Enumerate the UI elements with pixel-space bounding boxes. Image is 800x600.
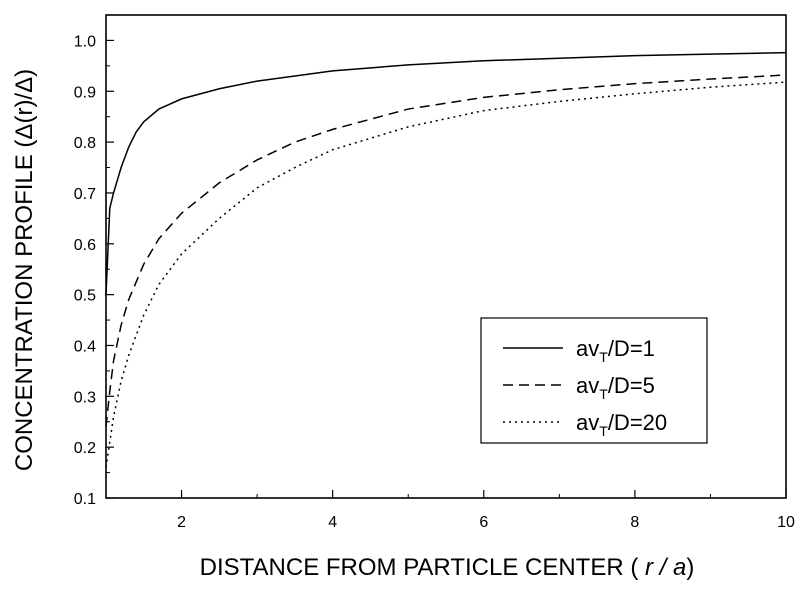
y-tick-label: 0.7 — [74, 186, 96, 203]
x-tick-label: 4 — [328, 514, 337, 531]
x-axis-label-main: DISTANCE FROM PARTICLE CENTER ( — [200, 554, 645, 581]
x-tick-label: 6 — [479, 514, 488, 531]
y-tick-label: 0.9 — [74, 84, 96, 101]
x-tick-label: 8 — [630, 514, 639, 531]
y-tick-label: 0.6 — [74, 237, 96, 254]
legend-box — [480, 317, 708, 444]
legend-label-3: avT/D=20 — [576, 410, 667, 439]
legend-label-1: avT/D=1 — [576, 336, 655, 365]
axis-ticks: 2 4 6 8 10 0.1 0.2 0.3 0.4 0.5 0.6 0.7 0.8 0.9 1.0 — [74, 33, 795, 531]
legend: avT/D=1 avT/D=5 avT/D=20 — [480, 317, 708, 444]
series-line-2 — [105, 74, 787, 427]
series-line-1 — [105, 51, 787, 295]
x-tick-label: 2 — [177, 514, 186, 531]
y-tick-label: 0.2 — [74, 440, 96, 457]
y-tick-label: 0.4 — [74, 338, 96, 355]
series-layer — [105, 51, 787, 468]
y-tick-label: 0.8 — [74, 135, 96, 152]
x-axis-label: DISTANCE FROM PARTICLE CENTER ( r / a) — [200, 554, 695, 581]
x-axis-label-italic: r / a — [645, 554, 686, 581]
plot-area-frame — [105, 14, 787, 499]
y-axis-label: CONCENTRATION PROFILE (Δ(r)/Δ) — [11, 69, 38, 471]
x-axis-label-end: ) — [686, 554, 694, 581]
x-tick-label: 10 — [777, 514, 795, 531]
y-tick-label: 1.0 — [74, 33, 96, 50]
y-tick-label: 0.3 — [74, 389, 96, 406]
legend-label-2: avT/D=5 — [576, 373, 655, 402]
y-tick-label: 0.5 — [74, 288, 96, 305]
y-tick-label: 0.1 — [74, 491, 96, 508]
